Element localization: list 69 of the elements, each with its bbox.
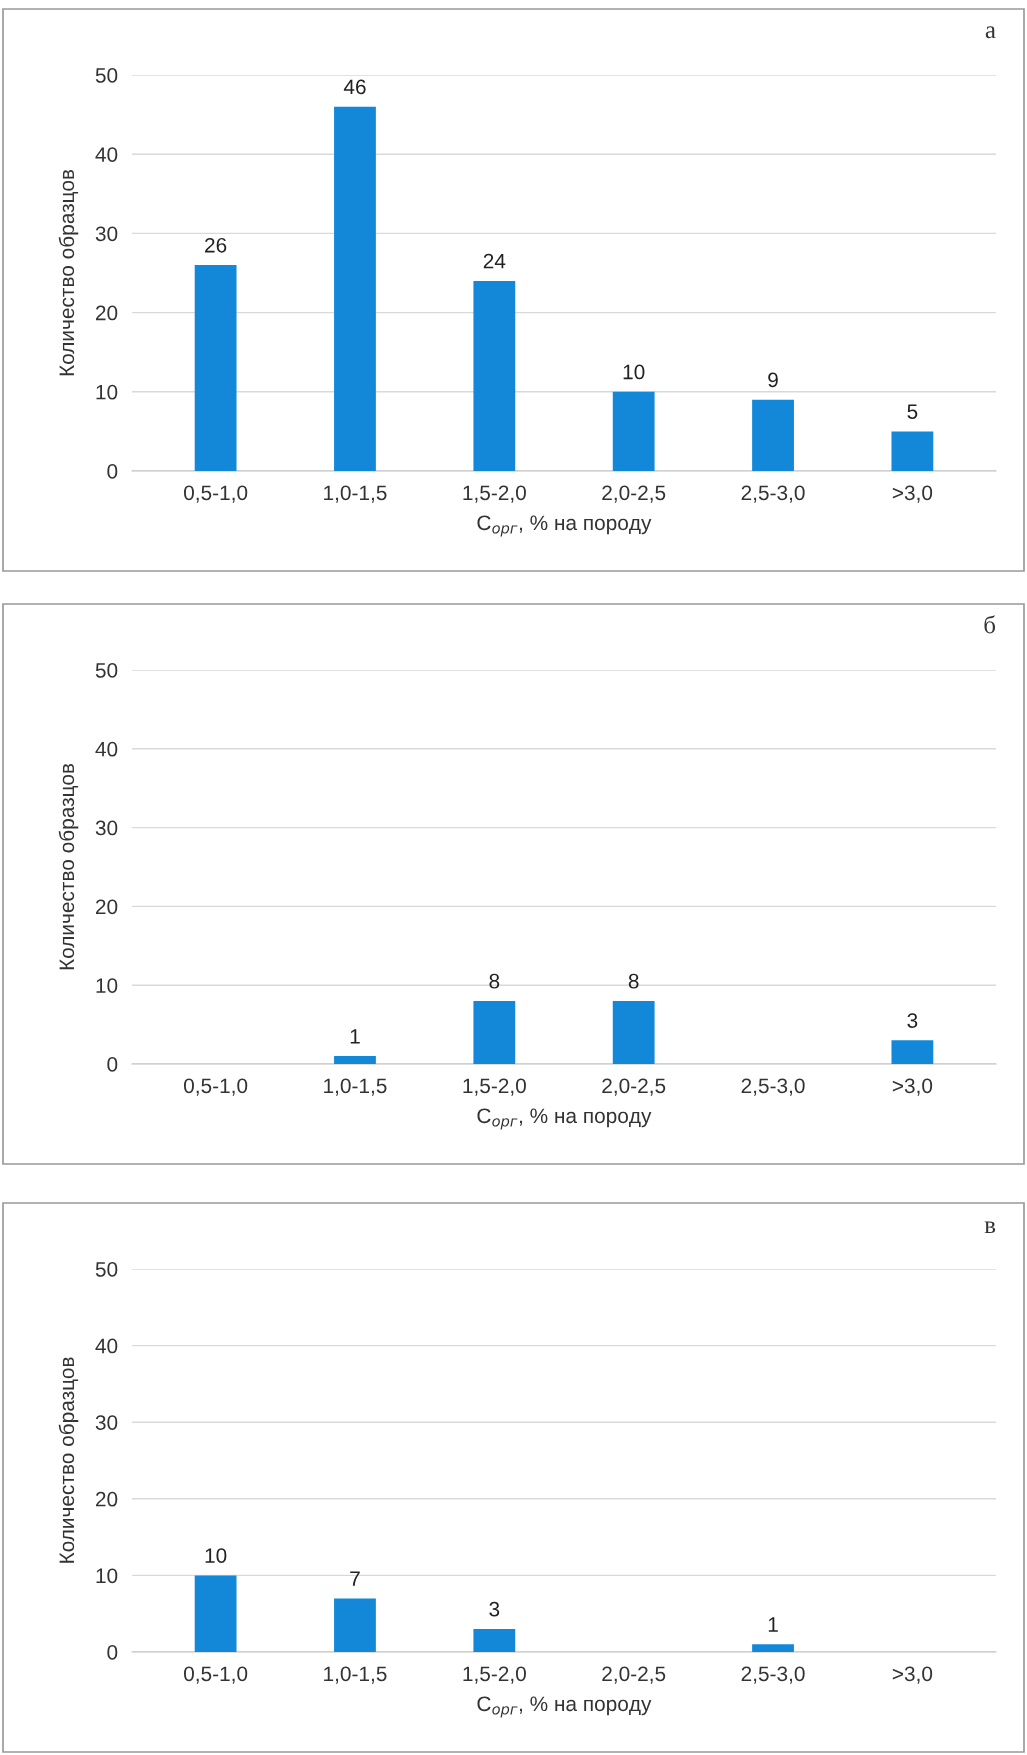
bar	[334, 1598, 376, 1652]
data-label: 3	[907, 1013, 918, 1028]
text: а	[985, 26, 996, 39]
data-label: 24	[483, 253, 506, 269]
data-label: 3	[489, 1601, 500, 1617]
y-axis-title: Количество образцов	[58, 763, 79, 970]
bar	[194, 1575, 237, 1652]
x-tick-label: 2,0-2,5	[602, 485, 666, 503]
bar	[473, 280, 516, 471]
x-tick-label: 2,0-2,5	[602, 1666, 666, 1684]
x-tick-label: 1,5-2,0	[463, 1666, 526, 1684]
y-tick-label: 0	[107, 1057, 118, 1072]
bar	[194, 265, 237, 471]
y-tick-label: 0	[107, 1645, 118, 1660]
y-tick-label: 10	[96, 978, 118, 993]
y-tick-label: 30	[95, 820, 118, 836]
text: в	[984, 1221, 996, 1234]
x-tick-label: 0,5-1,0	[184, 1078, 248, 1096]
bar	[891, 431, 934, 471]
data-label: 10	[623, 364, 645, 380]
bar	[752, 1644, 794, 1652]
y-tick-label: 30	[95, 226, 118, 242]
y-tick-label: 0	[107, 464, 118, 479]
x-tick-label: >3,0	[892, 485, 933, 503]
x-tick-label: 1,0-1,5	[324, 485, 387, 503]
y-tick-label: 50	[95, 663, 118, 678]
y-axis-title: Количество образцов	[58, 169, 79, 376]
y-tick-label: 20	[95, 305, 118, 321]
data-label: 1	[350, 1029, 360, 1044]
y-tick-label: 40	[95, 1338, 118, 1354]
x-tick-label: 1,0-1,5	[324, 1078, 387, 1096]
y-tick-label: 10	[96, 1568, 118, 1584]
y-tick-label: 40	[95, 741, 118, 757]
y-tick-label: 10	[96, 384, 118, 400]
text: б	[984, 615, 996, 634]
data-label: 8	[628, 973, 639, 989]
data-label: 10	[205, 1548, 227, 1563]
bar	[334, 106, 376, 471]
x-tick-label: 2,5-3,0	[741, 1078, 805, 1096]
data-label: 46	[343, 79, 366, 95]
x-tick-label: 2,5-3,0	[741, 1666, 805, 1684]
x-tick-label: >3,0	[892, 1666, 933, 1684]
x-axis-title: C$_{орг}$, % на породу	[477, 1108, 652, 1130]
y-tick-label: 50	[95, 1262, 118, 1277]
x-tick-label: 2,5-3,0	[741, 485, 805, 503]
y-tick-label: 20	[95, 1491, 118, 1507]
x-tick-label: 2,0-2,5	[602, 1078, 666, 1096]
y-tick-label: 50	[95, 68, 118, 83]
x-axis-title: C$_{орг}$, % на породу	[477, 515, 652, 537]
y-tick-label: 30	[95, 1415, 118, 1430]
data-label: 7	[350, 1571, 360, 1586]
data-label: 9	[768, 372, 778, 388]
x-axis-title: C$_{орг}$, % на породу	[477, 1696, 652, 1718]
x-tick-label: 0,5-1,0	[184, 1666, 248, 1684]
data-label: 26	[205, 237, 227, 253]
bar	[612, 391, 655, 471]
data-label: 8	[489, 973, 500, 989]
x-tick-label: 0,5-1,0	[184, 485, 248, 503]
x-tick-label: 1,0-1,5	[324, 1666, 387, 1684]
data-label: 5	[907, 404, 918, 419]
data-label: 1	[768, 1617, 778, 1632]
y-axis-title: Количество образцов	[58, 1357, 79, 1563]
bar	[473, 1629, 516, 1652]
y-tick-label: 40	[95, 147, 118, 162]
x-tick-label: 1,5-2,0	[463, 1078, 526, 1096]
bar	[752, 399, 794, 471]
x-tick-label: >3,0	[892, 1078, 933, 1096]
y-tick-label: 20	[95, 899, 118, 915]
x-tick-label: 1,5-2,0	[463, 485, 526, 503]
